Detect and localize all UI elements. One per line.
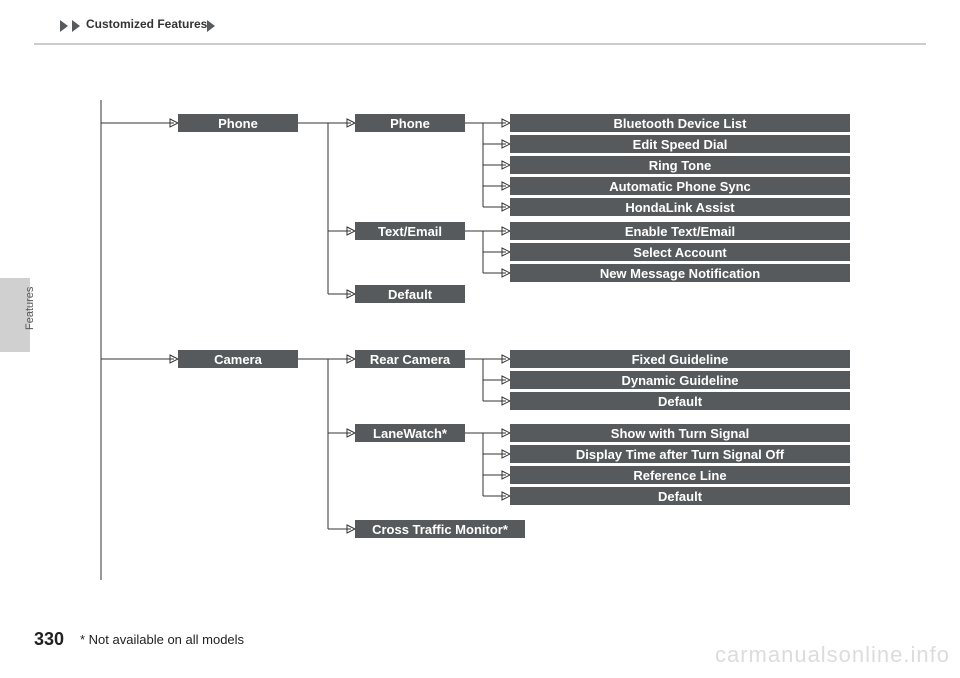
phone-l2-phone: Phone: [355, 114, 465, 132]
rear-item: Fixed Guideline: [510, 350, 850, 368]
lane-item: Default: [510, 487, 850, 505]
diagram-connectors: [0, 0, 960, 678]
phone-l2-default: Default: [355, 285, 465, 303]
phone-item: Ring Tone: [510, 156, 850, 174]
level1-phone: Phone: [178, 114, 298, 132]
phone-item: HondaLink Assist: [510, 198, 850, 216]
phone-l2-text-email: Text/Email: [355, 222, 465, 240]
lane-item: Display Time after Turn Signal Off: [510, 445, 850, 463]
lane-item: Reference Line: [510, 466, 850, 484]
rear-item: Dynamic Guideline: [510, 371, 850, 389]
rear-item: Default: [510, 392, 850, 410]
text-item: Select Account: [510, 243, 850, 261]
phone-item: Automatic Phone Sync: [510, 177, 850, 195]
phone-item: Bluetooth Device List: [510, 114, 850, 132]
lane-item: Show with Turn Signal: [510, 424, 850, 442]
camera-l2: Cross Traffic Monitor*: [355, 520, 525, 538]
camera-l2: LaneWatch*: [355, 424, 465, 442]
camera-l2: Rear Camera: [355, 350, 465, 368]
level1-camera: Camera: [178, 350, 298, 368]
watermark: carmanualsonline.info: [715, 642, 950, 668]
text-item: Enable Text/Email: [510, 222, 850, 240]
footnote: * Not available on all models: [80, 632, 244, 647]
page-number: 330: [34, 629, 64, 650]
text-item: New Message Notification: [510, 264, 850, 282]
phone-item: Edit Speed Dial: [510, 135, 850, 153]
